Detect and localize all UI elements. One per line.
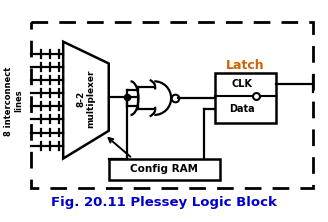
Text: Latch: Latch xyxy=(226,59,265,72)
Text: Data: Data xyxy=(230,104,255,114)
Bar xyxy=(109,159,220,180)
Bar xyxy=(31,22,313,188)
Text: 8-2
multiplexer: 8-2 multiplexer xyxy=(76,70,96,128)
Bar xyxy=(215,73,276,123)
Text: 8 interconnect
lines: 8 interconnect lines xyxy=(4,66,23,136)
Text: Fig. 20.11 Plessey Logic Block: Fig. 20.11 Plessey Logic Block xyxy=(51,196,277,209)
Text: Config RAM: Config RAM xyxy=(130,165,198,174)
Text: CLK: CLK xyxy=(232,79,253,89)
